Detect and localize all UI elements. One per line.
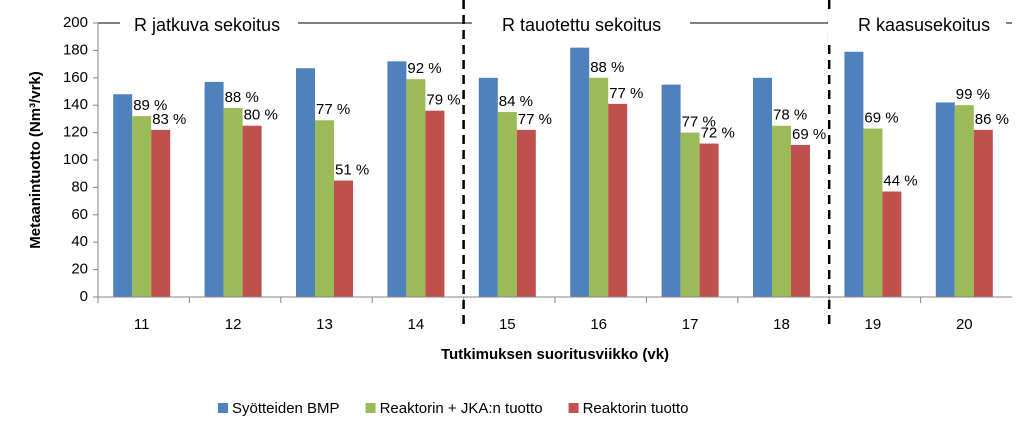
percent-label: 69 % [864,109,898,126]
x-tick-label: 12 [225,316,242,333]
y-tick-label: 60 [71,206,88,223]
section-label: R tauotettu sekoitus [502,15,661,35]
bar [223,107,243,297]
y-tick-label: 80 [71,178,88,195]
x-tick-label: 11 [134,316,150,333]
section-label-bg [472,10,690,40]
percent-label: 89 % [133,97,167,114]
y-tick-label: 180 [63,41,88,58]
bar [406,79,426,297]
percent-label: 77 % [609,85,643,102]
y-tick-label: 40 [71,233,88,250]
bar [204,81,224,297]
section-label: R jatkuva sekoitus [134,15,280,35]
bar [844,51,864,297]
section-label: R kaasusekoitus [858,15,990,35]
bar [661,84,681,298]
bar [608,103,628,297]
y-tick-label: 160 [63,69,88,86]
bar [791,144,810,297]
bar [497,112,517,297]
bar [387,61,407,297]
bar [315,120,334,298]
percent-label: 77 % [682,114,716,131]
legend-swatch [568,403,579,413]
bar [935,102,955,298]
legend-label: Reaktorin + JKA:n tuotto [380,400,543,417]
bar [425,110,445,298]
percent-label: 78 % [773,107,807,124]
bar [680,132,700,297]
percent-label: 79 % [426,92,460,109]
y-tick-label: 0 [80,288,88,305]
legend-swatch [365,403,376,413]
bar [863,128,883,297]
percent-label: 69 % [792,126,826,143]
x-tick-label: 15 [499,316,516,333]
bar [570,47,590,297]
percent-label: 99 % [956,86,990,103]
y-tick-label: 200 [63,14,88,31]
y-tick-label: 140 [63,96,88,113]
x-tick-label: 13 [316,316,333,333]
x-tick-label: 19 [865,316,882,333]
bar [151,129,171,297]
bar [516,129,536,297]
bar [973,129,993,297]
percent-label: 80 % [244,107,278,124]
percent-label: 51 % [335,162,369,179]
bar [882,191,902,297]
y-tick-label: 100 [63,151,88,168]
legend-label: Syötteiden BMP [232,400,340,417]
percent-label: 92 % [407,60,441,77]
bar [242,125,262,297]
bar [772,125,791,297]
percent-label: 77 % [518,111,552,128]
section-label-bg [120,10,298,40]
bar [132,116,152,297]
percent-label: 88 % [225,89,259,106]
x-axis-title: Tutkimuksen suoritusviikko (vk) [441,346,669,363]
bar [589,77,609,297]
percent-label: 84 % [499,93,533,110]
bar [478,77,498,297]
x-tick-label: 17 [682,316,699,333]
bar [699,143,719,297]
bar [334,180,353,297]
legend-label: Reaktorin tuotto [583,400,689,417]
bar [296,68,315,298]
x-tick-label: 20 [956,316,973,333]
bar [954,105,974,297]
bar [753,77,772,297]
legend-swatch [218,403,228,413]
percent-label: 83 % [152,111,186,128]
percent-label: 86 % [975,111,1009,128]
y-tick-label: 120 [63,124,88,141]
percent-label: 88 % [590,59,624,76]
bar [113,94,133,298]
x-tick-label: 18 [773,316,790,333]
x-tick-label: 14 [408,316,425,333]
percent-label: 44 % [883,172,917,189]
percent-label: 77 % [316,101,350,118]
y-tick-label: 20 [71,261,88,278]
x-tick-label: 16 [590,316,607,333]
percent-label: 72 % [701,125,735,142]
y-axis-title: Metaanintuotto (Nm³/vrk) [27,71,44,249]
section-label-bg [828,10,1006,40]
